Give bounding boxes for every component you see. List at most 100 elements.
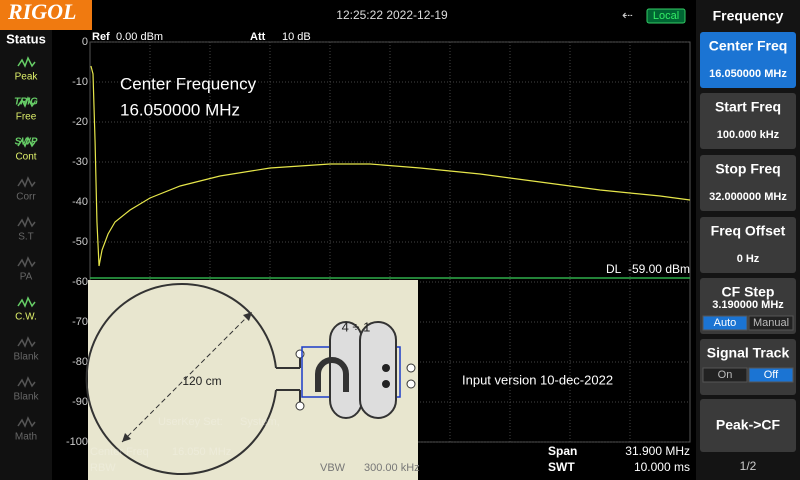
status-label: PA	[20, 272, 33, 283]
status-label: Blank	[13, 352, 39, 363]
menu-button[interactable]	[700, 217, 796, 273]
datetime: 12:25:22 2022-12-19	[336, 8, 448, 22]
menu-button-label: CF Step	[722, 284, 775, 300]
status-top: TRIG	[14, 97, 38, 108]
menu-title: Frequency	[713, 8, 784, 24]
menu-button[interactable]	[700, 32, 796, 88]
center-label: Center Freq	[90, 446, 149, 458]
menu-button-value: 32.000000 MHz	[709, 191, 787, 203]
status-icon	[17, 376, 36, 388]
y-tick-label: -70	[72, 316, 88, 328]
menu-button-value: 0 Hz	[737, 253, 760, 265]
status-label: Free	[16, 112, 37, 123]
status-icon	[17, 336, 36, 348]
diameter-label: 120 cm	[182, 374, 221, 388]
status-icon	[17, 296, 36, 308]
menu-items: Center Freq 16.050000 MHz Start Freq 100.00…	[700, 32, 796, 395]
status-icon	[17, 56, 36, 68]
menu-button-label: Start Freq	[715, 99, 781, 115]
status-top: SWP	[15, 137, 38, 148]
mode-option-label: Off	[764, 369, 779, 381]
menu-button[interactable]	[700, 155, 796, 211]
display-line-label: DL	[606, 262, 622, 276]
status-label: Peak	[15, 72, 39, 83]
span-value: 31.900 MHz	[625, 444, 690, 458]
logo-bg	[0, 0, 92, 30]
status-label: Cont	[15, 152, 36, 163]
mode-option[interactable]	[748, 315, 794, 331]
userkey: UserKey Set:	[158, 416, 223, 428]
loop	[85, 283, 277, 475]
annotation-value: 16.050000 MHz	[120, 100, 240, 119]
status-label: C.W.	[15, 312, 37, 323]
mode-option[interactable]	[702, 367, 748, 383]
mode-option[interactable]	[702, 315, 748, 331]
core	[359, 321, 397, 419]
annotation-title: Center Frequency	[120, 74, 257, 93]
vbw-label: VBW	[320, 462, 346, 474]
loop-leads	[276, 354, 301, 406]
rbw-label: RBW	[90, 462, 116, 474]
menu-button-label: Signal Track	[707, 345, 790, 361]
vbw-value: 300.00 kHz	[364, 462, 420, 474]
status-title: Status	[6, 31, 46, 46]
status-icon	[17, 176, 36, 188]
u-wire	[315, 357, 349, 392]
diameter-line	[121, 311, 253, 443]
y-tick-label: -50	[72, 236, 88, 248]
menu-button-value: 3.190000 MHz	[712, 299, 784, 311]
terminal	[295, 349, 305, 359]
y-tick-label: -20	[72, 116, 88, 128]
status-items: Peak TRIG Free SWP Cont Corr S.T PA C.W. Blank Bla…	[13, 56, 40, 443]
peak-button[interactable]	[700, 399, 796, 452]
y-tick-label: -60	[72, 276, 88, 288]
ref-value: 0.00 dBm	[116, 31, 163, 43]
bottom-obscured: UserKey Set: System, Center Freq 16.050 …	[90, 416, 280, 474]
status-icon	[17, 136, 36, 148]
att-value: 10 dB	[282, 31, 311, 43]
ratio-label: 4 ÷ 1	[342, 319, 371, 334]
pin	[382, 380, 390, 388]
menu-button-value: 16.050000 MHz	[709, 68, 787, 80]
userkey-value: System,	[240, 416, 280, 428]
status-label: Blank	[13, 392, 39, 403]
status-icon	[17, 416, 36, 428]
status-label: S.T	[18, 232, 34, 243]
brand: RIGOL	[7, 0, 76, 24]
y-tick-label: -80	[72, 356, 88, 368]
menu-button-label: Freq Offset	[711, 223, 786, 239]
menu-button-label: Center Freq	[709, 38, 788, 54]
ref-label: Ref	[92, 31, 110, 43]
mode-box	[646, 8, 686, 24]
terminal	[406, 379, 416, 389]
pin	[382, 364, 390, 372]
status-label: Math	[15, 432, 37, 443]
swt-value: 10.000 ms	[634, 460, 690, 474]
terminal	[295, 401, 305, 411]
peak-button-label: Peak->CF	[716, 417, 781, 433]
span-label: Span	[548, 444, 577, 458]
menu-page: 1/2	[740, 459, 757, 473]
mode-option[interactable]	[748, 367, 794, 383]
mode-option-label: Auto	[714, 317, 737, 329]
trace	[90, 65, 691, 267]
inset: 120 cm 4 ÷ 1	[85, 280, 418, 480]
mode: Local	[653, 10, 679, 22]
menu-button[interactable]	[700, 93, 796, 149]
mode-option-label: Manual	[753, 317, 789, 329]
status-icon	[17, 216, 36, 228]
center-value: 16.050 MHz	[172, 446, 231, 458]
status-icon	[17, 96, 36, 108]
mode-option-label: On	[718, 369, 733, 381]
y-tick-label: -10	[72, 76, 88, 88]
att-label: Att	[250, 31, 266, 43]
y-tick-label: -40	[72, 196, 88, 208]
usb-icon: ⇠	[622, 7, 633, 22]
y-tick-label: -100	[66, 436, 88, 448]
inset-note: Input version 10-dec-2022	[462, 372, 613, 387]
terminal	[406, 363, 416, 373]
status-icon	[17, 256, 36, 268]
y-tick-label: 0	[82, 36, 88, 48]
menu-button-value: 100.000 kHz	[717, 129, 780, 141]
